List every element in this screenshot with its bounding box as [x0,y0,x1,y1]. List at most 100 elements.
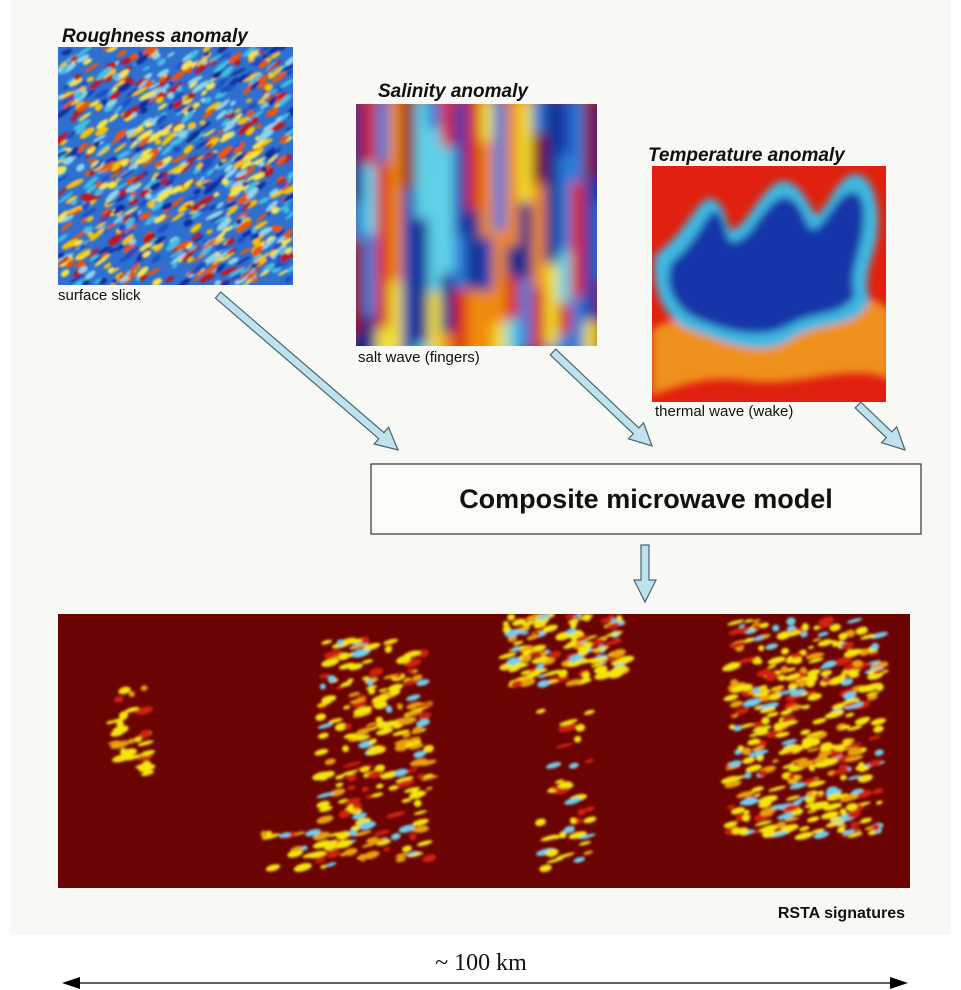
speckle [546,857,564,864]
speckle [818,616,835,626]
speckle [831,702,847,710]
speckle [395,852,408,858]
speckle [851,659,863,668]
panel-title: Roughness anomaly [62,26,249,47]
speckle [730,679,738,686]
speckle [369,667,384,677]
speckle [361,636,370,645]
speckle [386,811,406,819]
speckle [739,797,758,806]
speckle [264,84,273,91]
speckle [544,669,562,676]
speckle [204,96,212,104]
speckle [64,130,77,141]
speckle [179,160,195,174]
speckle [412,674,423,681]
speckle [279,134,289,144]
speckle [202,47,214,52]
speckle [135,55,148,64]
speckle [234,59,241,66]
speckle [76,47,93,57]
speckle [860,633,876,640]
speckle [129,211,139,219]
speckle [226,55,235,60]
speckle [101,47,119,53]
speckle [285,263,293,273]
speckle [151,194,159,201]
speckle [256,181,267,191]
stripe [376,104,390,163]
speckle [836,640,844,645]
speckle [241,229,254,238]
speckle [802,777,820,785]
speckle [89,77,104,91]
speckle [762,829,776,838]
speckle [813,625,820,631]
speckle [408,743,424,750]
speckle [794,831,814,840]
speckle [351,648,371,658]
speckle [730,684,750,693]
speckle [139,242,153,252]
speckle [168,103,175,110]
stripe [454,104,468,236]
speckle [164,178,175,187]
speckle [58,185,69,197]
speckle [129,152,143,164]
speckle [226,237,235,246]
speckle [842,697,860,705]
speckle [796,760,814,769]
speckle [139,272,148,282]
speckle [843,701,864,710]
speckle [736,790,755,798]
speckle [192,168,202,174]
speckle [75,123,87,135]
speckle [284,54,293,66]
speckle [203,108,215,119]
speckle [343,705,351,710]
speckle [61,238,79,250]
speckle [112,725,129,735]
speckle [287,171,293,180]
speckle [395,856,407,863]
speckle [780,665,789,674]
speckle [363,850,380,860]
speckle [148,82,160,90]
speckle [417,773,425,780]
speckle [112,278,118,284]
stripe [506,319,520,346]
speckle [167,92,175,99]
speckle [820,811,839,820]
speckle [173,146,181,153]
speckle [329,788,346,797]
speckle [80,207,97,220]
speckle [352,803,363,809]
speckle [99,174,112,184]
speckle [65,258,75,269]
speckle [272,242,283,251]
speckle [269,66,283,80]
speckle [98,216,109,225]
speckle [135,124,144,132]
speckle [92,159,104,170]
speckle [729,700,743,708]
speckle [781,647,790,655]
speckle [92,134,107,143]
speckle [246,269,258,281]
speckle [283,207,290,214]
speckle [156,189,172,202]
speckle [870,718,887,726]
speckle [277,181,287,190]
speckle [64,205,83,215]
speckle [224,168,238,179]
speckle [605,622,621,630]
roughness-image [58,47,293,285]
stripe [376,327,390,346]
speckle [271,71,287,84]
speckle [399,717,417,725]
speckle [139,729,152,739]
speckle [250,116,259,124]
speckle [870,642,880,651]
speckle [256,74,270,83]
speckle [398,824,415,833]
